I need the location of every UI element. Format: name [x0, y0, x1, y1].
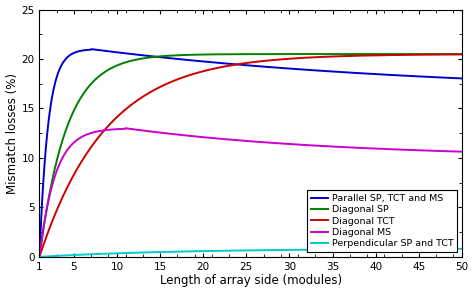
Parallel SP, TCT and MS	[366, 72, 372, 76]
Diagonal SP	[327, 52, 332, 56]
Perpendicular SP and TCT	[366, 248, 372, 251]
Line: Parallel SP, TCT and MS: Parallel SP, TCT and MS	[39, 49, 462, 257]
Parallel SP, TCT and MS	[36, 255, 42, 258]
Perpendicular SP and TCT	[208, 249, 213, 253]
Perpendicular SP and TCT	[459, 247, 465, 251]
Diagonal MS	[366, 146, 372, 150]
Diagonal MS	[208, 136, 214, 140]
Diagonal MS	[327, 145, 333, 148]
Parallel SP, TCT and MS	[327, 70, 333, 73]
Diagonal TCT	[459, 53, 465, 56]
Diagonal SP	[459, 52, 465, 56]
Diagonal MS	[374, 147, 380, 150]
Diagonal SP	[36, 255, 42, 258]
Diagonal SP	[223, 52, 228, 56]
Parallel SP, TCT and MS	[223, 62, 229, 65]
Diagonal TCT	[327, 55, 332, 58]
X-axis label: Length of array side (modules): Length of array side (modules)	[160, 275, 342, 287]
Diagonal SP	[80, 93, 85, 97]
Perpendicular SP and TCT	[223, 249, 228, 253]
Perpendicular SP and TCT	[327, 248, 332, 251]
Diagonal TCT	[366, 54, 372, 57]
Diagonal MS	[80, 135, 85, 138]
Parallel SP, TCT and MS	[374, 72, 380, 76]
Diagonal TCT	[223, 64, 228, 68]
Line: Diagonal TCT: Diagonal TCT	[39, 54, 462, 257]
Diagonal SP	[208, 53, 213, 56]
Diagonal TCT	[208, 68, 213, 71]
Line: Diagonal MS: Diagonal MS	[39, 128, 462, 257]
Diagonal TCT	[374, 54, 379, 57]
Parallel SP, TCT and MS	[89, 47, 94, 51]
Legend: Parallel SP, TCT and MS, Diagonal SP, Diagonal TCT, Diagonal MS, Perpendicular S: Parallel SP, TCT and MS, Diagonal SP, Di…	[307, 190, 457, 252]
Parallel SP, TCT and MS	[80, 49, 85, 52]
Diagonal MS	[459, 150, 465, 154]
Diagonal TCT	[80, 158, 85, 162]
Diagonal SP	[366, 52, 372, 56]
Diagonal SP	[374, 52, 379, 56]
Perpendicular SP and TCT	[374, 248, 379, 251]
Diagonal MS	[36, 255, 42, 258]
Parallel SP, TCT and MS	[208, 60, 214, 64]
Diagonal TCT	[36, 255, 42, 258]
Line: Diagonal SP: Diagonal SP	[39, 54, 462, 257]
Y-axis label: Mismatch losses (%): Mismatch losses (%)	[6, 73, 18, 194]
Perpendicular SP and TCT	[80, 253, 85, 256]
Parallel SP, TCT and MS	[459, 77, 465, 80]
Diagonal MS	[223, 137, 229, 141]
Diagonal MS	[123, 127, 128, 130]
Perpendicular SP and TCT	[36, 255, 42, 258]
Line: Perpendicular SP and TCT: Perpendicular SP and TCT	[39, 249, 462, 257]
